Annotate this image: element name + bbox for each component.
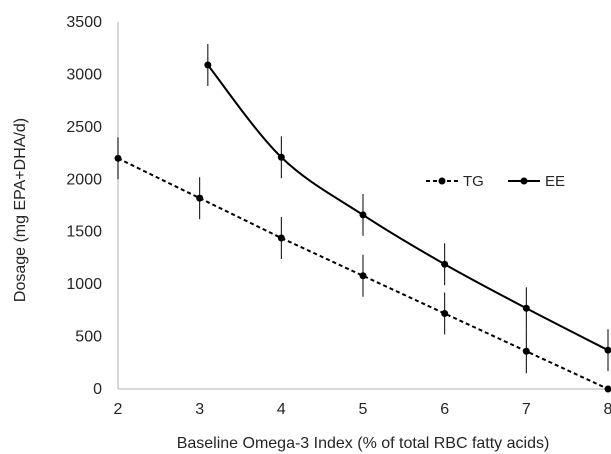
x-axis-title: Baseline Omega-3 Index (% of total RBC f… [177, 435, 550, 452]
data-point [204, 61, 212, 69]
data-point [604, 385, 611, 393]
x-tick-labels: 2 3 4 5 6 7 8 [114, 401, 611, 418]
x-tick-label: 5 [359, 401, 368, 418]
data-point [522, 347, 530, 355]
data-point [114, 154, 122, 162]
y-tick-label: 3000 [66, 66, 102, 83]
y-tick-label: 0 [93, 381, 102, 398]
axes [117, 22, 608, 390]
legend-label: EE [545, 173, 565, 190]
legend-item-ee: EE [508, 173, 565, 190]
data-point [441, 260, 449, 268]
data-point [359, 272, 367, 280]
data-point [277, 234, 285, 242]
y-tick-label: 3500 [66, 14, 102, 31]
data-point [277, 153, 285, 161]
x-tick-label: 4 [277, 401, 286, 418]
y-axis-title: Dosage (mg EPA+DHA/d) [12, 118, 29, 302]
x-tick-label: 6 [440, 401, 449, 418]
data-point [441, 310, 449, 318]
data-point [359, 211, 367, 219]
data-point [196, 194, 204, 202]
series-layer [114, 44, 611, 393]
legend-label: TG [463, 173, 484, 190]
legend-marker [438, 177, 446, 185]
legend-item-tg: TG [426, 173, 484, 190]
series-tg [114, 137, 611, 393]
legend-marker [520, 177, 528, 185]
x-tick-label: 3 [195, 401, 204, 418]
data-point [522, 304, 530, 312]
y-tick-labels: 0 500 1000 1500 2000 2500 3000 3500 [66, 14, 102, 398]
x-tick-label: 7 [522, 401, 531, 418]
y-tick-label: 1000 [66, 276, 102, 293]
x-tick-label: 8 [604, 401, 611, 418]
y-tick-label: 500 [75, 329, 102, 346]
y-tick-label: 1500 [66, 224, 102, 241]
series-line [207, 64, 609, 352]
series-ee [204, 44, 611, 372]
data-point [604, 346, 611, 354]
y-tick-label: 2500 [66, 119, 102, 136]
legend: TG EE [426, 173, 565, 190]
x-tick-label: 2 [114, 401, 123, 418]
y-tick-label: 2000 [66, 171, 102, 188]
